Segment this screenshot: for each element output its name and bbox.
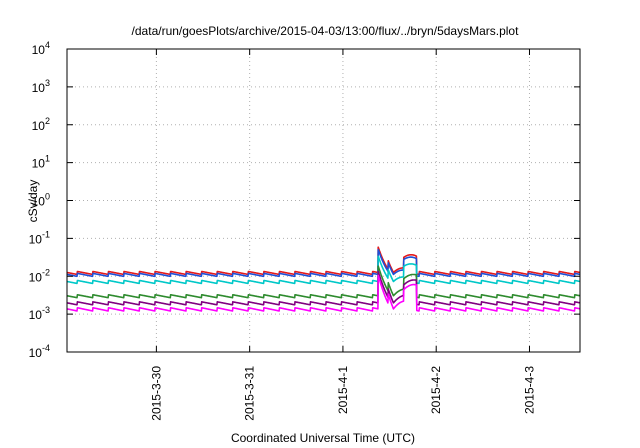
y-tick-exponent: -1 bbox=[42, 229, 50, 239]
y-tick-exponent: -2 bbox=[42, 267, 50, 277]
series-line bbox=[66, 274, 581, 312]
y-tick-exponent: -4 bbox=[42, 343, 50, 353]
y-tick-exponent: 2 bbox=[45, 116, 50, 126]
series-line bbox=[66, 248, 581, 278]
series-line bbox=[66, 246, 581, 276]
y-tick-base: 10 bbox=[29, 346, 43, 360]
y-tick-label: 101 bbox=[32, 154, 50, 171]
x-tick-label: 2015-4-2 bbox=[429, 366, 443, 414]
y-tick-label: 103 bbox=[32, 78, 50, 95]
y-tick-exponent: 0 bbox=[45, 192, 50, 202]
series-line bbox=[66, 265, 581, 299]
grid bbox=[67, 48, 580, 353]
y-tick-label: 10-2 bbox=[29, 267, 50, 284]
series-line bbox=[66, 255, 581, 285]
y-tick-base: 10 bbox=[32, 119, 46, 133]
y-tick-label: 100 bbox=[32, 192, 50, 209]
y-tick-label: 10-4 bbox=[29, 343, 50, 360]
y-tick-exponent: 3 bbox=[45, 78, 50, 88]
x-tick-label: 2015-4-3 bbox=[522, 366, 536, 414]
x-tick-label: 2015-3-31 bbox=[243, 366, 257, 421]
x-tick-label: 2015-4-1 bbox=[336, 366, 350, 414]
y-tick-base: 10 bbox=[29, 308, 43, 322]
y-tick-label: 10-3 bbox=[29, 305, 50, 322]
y-tick-exponent: -3 bbox=[42, 305, 50, 315]
y-tick-base: 10 bbox=[32, 195, 46, 209]
y-tick-label: 10-1 bbox=[29, 229, 50, 246]
chart-title: /data/run/goesPlots/archive/2015-04-03/1… bbox=[132, 24, 520, 38]
series-layer bbox=[66, 246, 581, 312]
y-tick-exponent: 4 bbox=[45, 40, 50, 50]
y-tick-base: 10 bbox=[32, 157, 46, 171]
y-tick-base: 10 bbox=[32, 81, 46, 95]
y-tick-base: 10 bbox=[32, 43, 46, 57]
y-tick-base: 10 bbox=[29, 232, 43, 246]
y-tick-label: 104 bbox=[32, 40, 50, 57]
y-tick-base: 10 bbox=[29, 270, 43, 284]
y-axis-label: cSv/day bbox=[26, 180, 40, 223]
x-axis: 2015-3-30 2015-3-31 2015-4-1 2015-4-2 2015-4… bbox=[149, 49, 536, 421]
y-tick-exponent: 1 bbox=[45, 154, 50, 164]
x-axis-label: Coordinated Universal Time (UTC) bbox=[231, 431, 415, 445]
x-tick-label: 2015-3-30 bbox=[149, 366, 163, 421]
series-line bbox=[66, 270, 581, 306]
y-tick-label: 102 bbox=[32, 116, 50, 133]
